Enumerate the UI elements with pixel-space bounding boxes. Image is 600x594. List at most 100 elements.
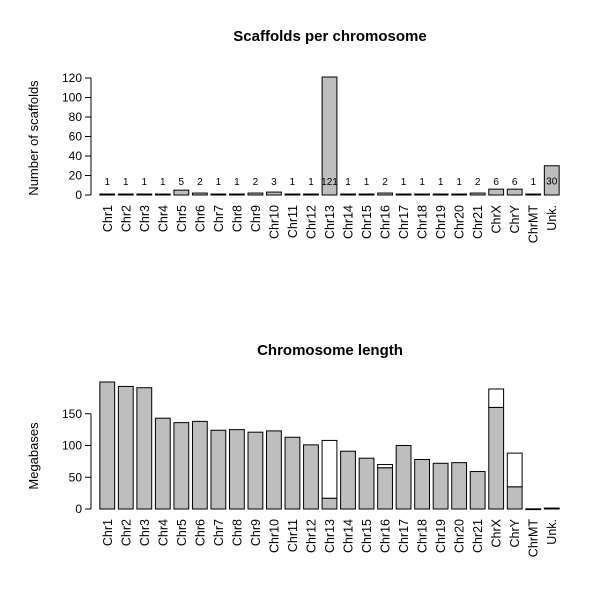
scaffold-data-label: 121 bbox=[321, 177, 338, 188]
scaffold-bar bbox=[525, 193, 542, 196]
length-bar-assembled bbox=[340, 450, 356, 510]
x-category-label: Chr14 bbox=[342, 519, 356, 553]
length-bar-assembled bbox=[191, 420, 208, 510]
scaffolds-bars bbox=[99, 76, 560, 196]
length-bar-assembled bbox=[99, 381, 116, 510]
x-category-label: Chr18 bbox=[416, 519, 430, 553]
length-y-axis: 0 50 100 150 bbox=[62, 407, 92, 516]
scaffold-bar bbox=[321, 76, 338, 196]
scaffold-bar bbox=[247, 192, 264, 196]
length-bar-unassembled bbox=[377, 464, 393, 469]
length-bar-assembled bbox=[210, 429, 227, 510]
x-category-label: Chr2 bbox=[119, 205, 133, 232]
scaffold-bar bbox=[191, 192, 208, 196]
scaffolds-y-axis-label: Number of scaffolds bbox=[26, 80, 41, 196]
scaffold-bar bbox=[266, 191, 282, 196]
x-category-label: Chr21 bbox=[471, 205, 485, 239]
scaffold-bar bbox=[154, 193, 171, 196]
length-bar-assembled bbox=[506, 486, 523, 510]
length-bar-assembled bbox=[266, 430, 282, 510]
scaffold-data-label: 1 bbox=[142, 177, 148, 188]
x-category-label: Chr10 bbox=[267, 519, 281, 553]
scaffold-data-label: 30 bbox=[546, 176, 558, 187]
scaffold-data-label: 1 bbox=[401, 177, 407, 188]
length-category-labels: Chr1 Chr2 Chr3 Chr4 Chr5 Chr6 Chr7 Chr8 Chr9 Chr1… bbox=[101, 518, 559, 557]
scaffold-data-label: 1 bbox=[290, 177, 296, 188]
scaffold-data-label: 1 bbox=[216, 177, 222, 188]
x-category-label: Chr4 bbox=[156, 519, 170, 546]
scaffold-bar bbox=[469, 192, 486, 196]
scaffold-bar bbox=[451, 193, 468, 196]
x-category-label: ChrX bbox=[490, 204, 504, 233]
y-tick-label: 50 bbox=[69, 470, 83, 484]
scaffold-data-label: 1 bbox=[438, 177, 444, 188]
y-tick-label: 150 bbox=[62, 407, 82, 421]
x-category-label: Chr17 bbox=[397, 205, 411, 239]
scaffold-data-label: 1 bbox=[345, 177, 351, 188]
x-category-label: Chr4 bbox=[156, 205, 170, 232]
scaffold-bar bbox=[395, 193, 412, 196]
scaffold-data-label: 1 bbox=[104, 177, 110, 188]
length-bar-assembled bbox=[247, 431, 264, 510]
x-category-label: Chr16 bbox=[379, 519, 393, 553]
length-bar-unassembled bbox=[506, 452, 523, 488]
x-category-label: ChrY bbox=[508, 204, 522, 233]
x-category-label: ChrMT bbox=[527, 519, 541, 558]
y-tick-label: 100 bbox=[62, 439, 82, 453]
length-bar-assembled bbox=[488, 406, 505, 510]
y-tick-label: 20 bbox=[69, 169, 83, 183]
length-bar-assembled bbox=[173, 422, 190, 510]
x-category-label: Chr13 bbox=[323, 205, 337, 239]
length-y-axis-label: Megabases bbox=[26, 422, 41, 490]
scaffolds-y-axis: 0 20 40 60 80 100 120 bbox=[62, 71, 92, 202]
x-category-label: ChrX bbox=[490, 518, 504, 547]
y-tick-label: 80 bbox=[69, 110, 83, 124]
x-category-label: Chr6 bbox=[193, 205, 207, 232]
scaffold-data-label: 6 bbox=[493, 177, 499, 188]
x-category-label: Chr9 bbox=[249, 205, 263, 232]
x-category-label: Chr8 bbox=[230, 519, 244, 546]
scaffold-bar bbox=[284, 193, 301, 196]
y-tick-label: 120 bbox=[62, 71, 82, 85]
x-category-label: Chr16 bbox=[379, 205, 393, 239]
scaffold-data-label: 2 bbox=[197, 177, 203, 188]
scaffolds-chart-title: Scaffolds per chromosome bbox=[233, 28, 426, 45]
x-category-label: Chr9 bbox=[249, 519, 263, 546]
scaffold-data-label: 1 bbox=[308, 177, 314, 188]
x-category-label: Chr13 bbox=[323, 519, 337, 553]
length-bar-assembled bbox=[432, 462, 449, 510]
scaffold-bar bbox=[210, 193, 227, 196]
length-bar-assembled bbox=[525, 508, 542, 511]
scaffold-bar bbox=[99, 193, 116, 196]
x-category-label: Chr5 bbox=[175, 205, 189, 232]
length-bar-assembled bbox=[154, 417, 171, 510]
length-bars bbox=[99, 381, 560, 511]
length-bar-assembled bbox=[543, 507, 560, 510]
length-bar-assembled bbox=[469, 471, 486, 510]
scaffold-data-label: 1 bbox=[419, 177, 425, 188]
scaffold-bar bbox=[432, 193, 449, 196]
length-chart-title: Chromosome length bbox=[257, 342, 403, 359]
scaffold-data-label: 1 bbox=[530, 177, 536, 188]
y-tick-label: 100 bbox=[62, 91, 82, 105]
length-bar-assembled bbox=[451, 462, 468, 510]
scaffold-bar bbox=[303, 193, 319, 196]
x-category-label: Chr11 bbox=[286, 519, 300, 552]
scaffold-data-label: 2 bbox=[382, 177, 388, 188]
x-category-label: Chr12 bbox=[304, 205, 318, 239]
y-tick-label: 0 bbox=[75, 502, 82, 516]
x-category-label: ChrMT bbox=[527, 205, 541, 244]
x-category-label: Chr19 bbox=[434, 519, 448, 553]
x-category-label: Chr1 bbox=[101, 205, 115, 232]
length-bar-assembled bbox=[117, 385, 134, 510]
x-category-label: Unk. bbox=[545, 519, 559, 545]
scaffold-bar bbox=[173, 189, 190, 196]
x-category-label: Chr5 bbox=[175, 519, 189, 546]
scaffold-bar bbox=[506, 188, 523, 196]
y-tick-label: 60 bbox=[69, 130, 83, 144]
x-category-label: Chr10 bbox=[267, 205, 281, 239]
x-category-label: Chr18 bbox=[416, 205, 430, 239]
scaffold-bar bbox=[414, 193, 431, 196]
scaffold-data-label: 1 bbox=[456, 177, 462, 188]
